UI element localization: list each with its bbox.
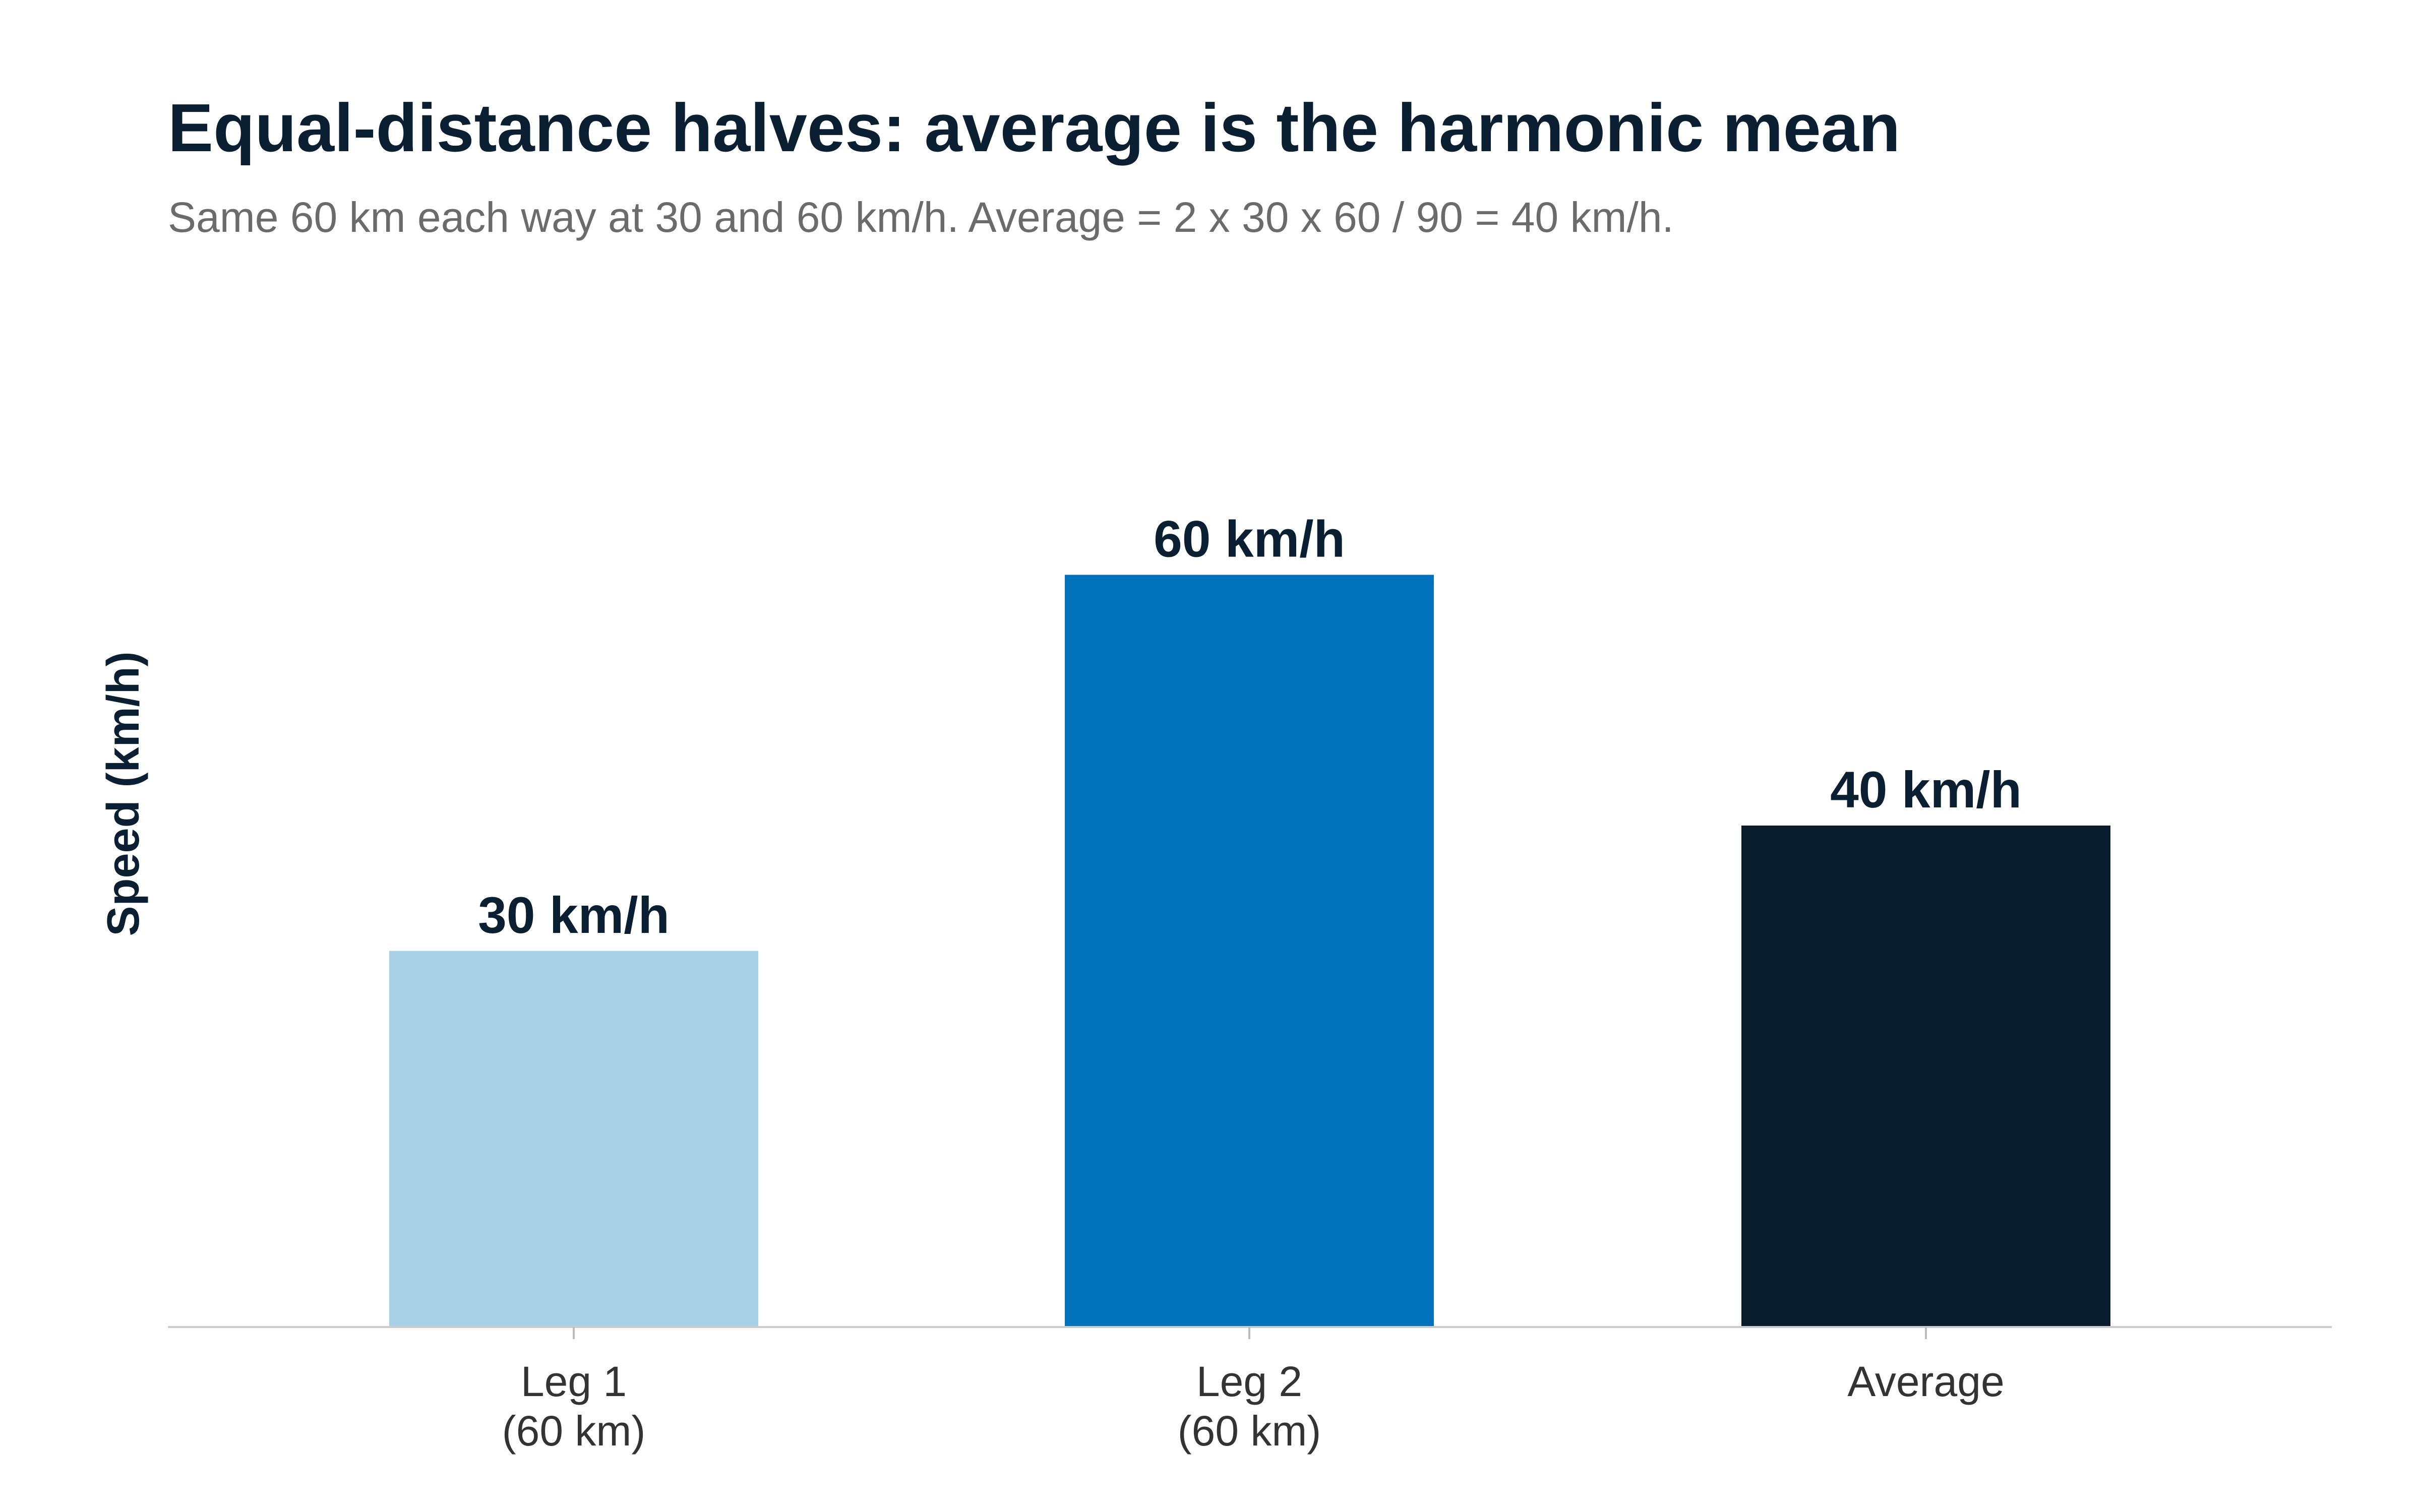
x-tick-label-line: Leg 1: [521, 1358, 627, 1405]
data-labels: 30 km/h 60 km/h 40 km/h: [478, 511, 2022, 944]
data-label-3: 40 km/h: [1830, 761, 2022, 818]
x-ticks: Leg 1 (60 km)Leg 2 (60 km)Average: [502, 1327, 2005, 1455]
x-tick-label-1: Leg 1 (60 km): [502, 1358, 646, 1455]
x-tick-label-line: Leg 2: [1196, 1358, 1302, 1405]
bar-2: [1065, 575, 1434, 1327]
bar-1: [389, 951, 758, 1327]
data-label-1: 30 km/h: [478, 887, 670, 944]
x-tick-label-line: (60 km): [1178, 1407, 1321, 1455]
x-tick-label-line: Average: [1847, 1358, 2004, 1405]
y-axis-label: Speed (km/h): [98, 651, 149, 936]
bars: [389, 575, 2110, 1327]
x-tick-label-line: (60 km): [502, 1407, 646, 1455]
x-tick-label-3: Average: [1847, 1358, 2004, 1405]
data-label-2: 60 km/h: [1154, 511, 1345, 568]
chart-subtitle: Same 60 km each way at 30 and 60 km/h. A…: [168, 194, 1674, 241]
chart-title: Equal-distance halves: average is the ha…: [168, 90, 1900, 166]
bar-3: [1741, 826, 2110, 1327]
x-tick-label-2: Leg 2 (60 km): [1178, 1358, 1321, 1455]
